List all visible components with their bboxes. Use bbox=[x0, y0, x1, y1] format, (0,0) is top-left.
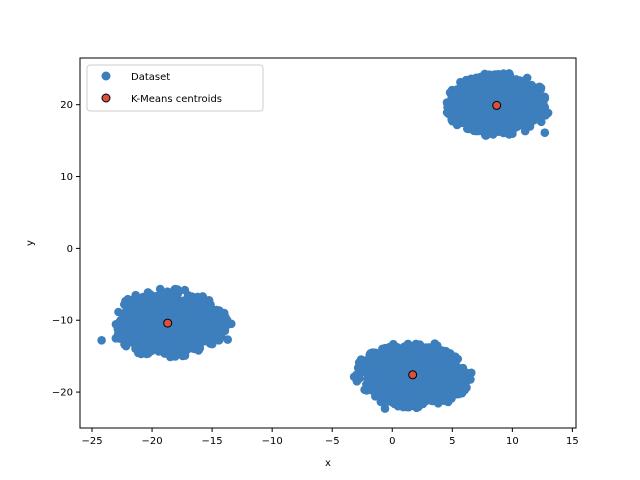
data-point bbox=[143, 348, 152, 357]
data-point bbox=[444, 109, 453, 119]
data-point bbox=[185, 297, 195, 307]
data-point bbox=[217, 318, 226, 328]
data-point bbox=[160, 326, 170, 335]
data-point bbox=[401, 402, 411, 412]
data-point bbox=[428, 380, 438, 390]
data-point bbox=[212, 305, 221, 315]
data-point bbox=[390, 399, 399, 409]
data-point bbox=[392, 380, 402, 390]
data-point bbox=[446, 376, 455, 385]
data-point bbox=[387, 367, 396, 377]
data-point bbox=[170, 285, 179, 295]
data-point bbox=[385, 375, 395, 384]
data-point bbox=[176, 340, 185, 350]
data-point bbox=[178, 327, 187, 336]
data-point bbox=[421, 343, 431, 352]
data-point bbox=[414, 402, 423, 412]
data-point bbox=[403, 340, 413, 350]
data-point bbox=[460, 369, 469, 378]
data-point bbox=[183, 290, 193, 300]
data-point bbox=[136, 310, 145, 320]
data-point bbox=[191, 331, 200, 341]
data-point bbox=[372, 371, 382, 381]
data-point bbox=[408, 357, 417, 367]
data-point bbox=[357, 356, 367, 365]
data-point bbox=[116, 334, 125, 344]
data-point bbox=[422, 373, 431, 382]
data-point bbox=[190, 340, 199, 349]
data-point bbox=[193, 292, 202, 302]
data-point bbox=[186, 308, 195, 317]
data-point bbox=[170, 325, 180, 334]
data-point bbox=[145, 322, 154, 331]
data-point bbox=[171, 352, 180, 361]
data-point bbox=[214, 335, 224, 345]
data-point bbox=[140, 330, 149, 340]
data-point bbox=[159, 290, 168, 300]
data-point bbox=[369, 384, 379, 394]
data-point bbox=[219, 309, 228, 318]
data-point bbox=[123, 320, 133, 329]
data-point bbox=[128, 295, 137, 305]
data-point bbox=[152, 335, 161, 345]
data-point bbox=[428, 395, 438, 405]
data-point bbox=[411, 339, 421, 349]
data-point bbox=[197, 306, 207, 316]
data-point bbox=[445, 359, 454, 368]
data-point bbox=[128, 334, 137, 344]
data-point bbox=[135, 319, 145, 328]
data-point bbox=[423, 359, 433, 368]
data-point bbox=[385, 358, 394, 367]
data-point bbox=[165, 339, 175, 349]
data-point bbox=[457, 388, 467, 398]
data-point bbox=[201, 335, 211, 345]
data-point bbox=[371, 360, 381, 369]
data-point bbox=[437, 370, 446, 380]
data-point bbox=[124, 328, 133, 337]
data-point bbox=[205, 302, 215, 311]
data-point bbox=[400, 380, 409, 390]
data-point bbox=[210, 315, 219, 325]
data-point bbox=[199, 315, 208, 325]
data-point bbox=[163, 303, 172, 312]
data-point bbox=[161, 346, 170, 355]
data-point bbox=[383, 392, 393, 401]
data-point bbox=[152, 329, 161, 339]
data-point bbox=[129, 303, 139, 313]
data-point bbox=[143, 288, 153, 297]
data-point bbox=[349, 372, 359, 382]
data-point bbox=[442, 393, 452, 403]
data-point bbox=[121, 341, 131, 351]
data-point bbox=[114, 307, 123, 317]
data-point bbox=[166, 293, 176, 302]
data-point bbox=[520, 126, 530, 136]
data-point bbox=[155, 307, 165, 317]
data-point bbox=[143, 309, 152, 319]
data-point bbox=[411, 386, 420, 396]
